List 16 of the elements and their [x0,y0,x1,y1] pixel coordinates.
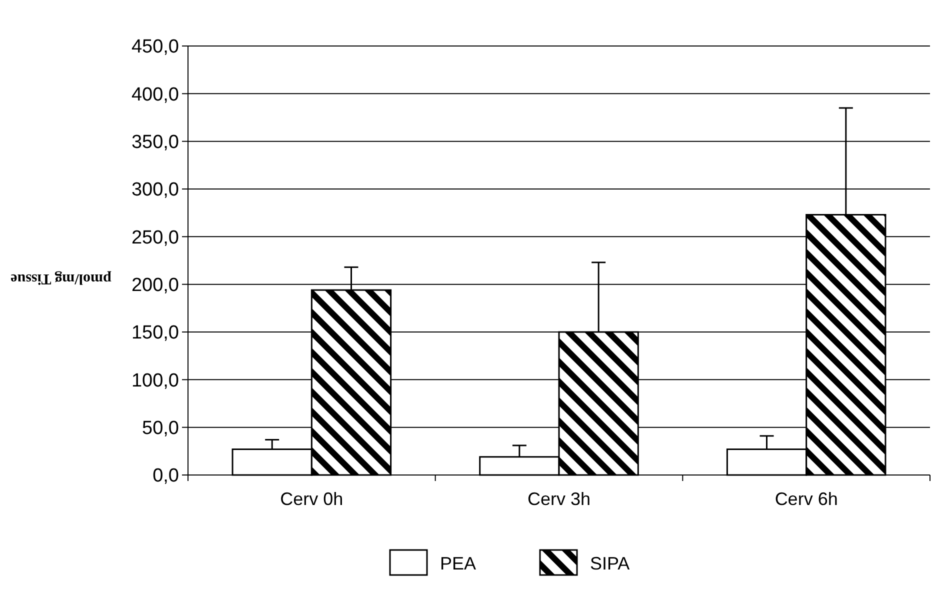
y-tick-label: 250,0 [131,227,179,248]
legend-label: SIPA [590,553,630,574]
y-tick-label: 350,0 [131,132,179,153]
y-axis-title: pmol/mg Tissue [10,270,112,286]
y-tick-label: 50,0 [142,418,179,439]
x-tick-label: Cerv 6h [774,489,838,509]
y-tick-label: 450,0 [131,36,179,58]
y-tick-label: 200,0 [131,274,179,296]
y-tick-label: 0,0 [152,466,179,487]
x-tick-label: Cerv 0h [280,489,344,509]
legend-label: PEA [440,553,476,574]
y-tick-label: 150,0 [131,322,179,344]
y-tick-label: 400,0 [131,84,179,106]
x-tick-label: Cerv 3h [527,489,591,509]
y-tick-label: 100,0 [131,370,179,392]
y-tick-label: 300,0 [131,180,179,201]
